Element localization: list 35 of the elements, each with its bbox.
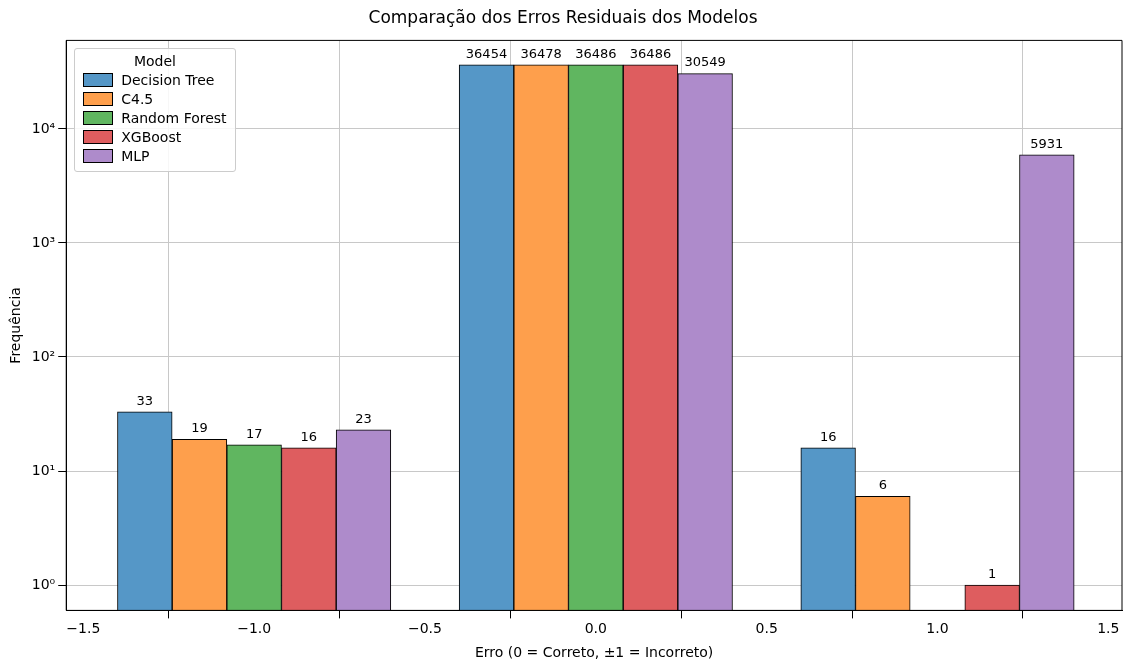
data-label: 36486 [629,45,672,61]
y-axis-title: Frequência [7,287,24,364]
y-tick-label: 10¹ [31,461,56,478]
data-label: 17 [245,425,263,441]
x-tick-label: −1.0 [237,620,272,637]
data-label: 30549 [684,54,726,70]
x-tick-label: −1.5 [66,620,101,637]
legend-label: XGBoost [121,129,182,146]
data-label: 6 [878,477,887,493]
x-tick-label: 1.0 [926,620,949,637]
data-label: 16 [819,428,837,444]
x-tick-label: 1.5 [1097,620,1120,637]
x-axis-title: Erro (0 = Correto, ±1 = Incorreto) [474,644,714,661]
data-label: 23 [355,410,372,426]
legend-title: Model [132,53,177,70]
x-tick-label: 0.0 [584,620,607,637]
data-label: 33 [136,392,154,408]
data-label: 36486 [575,45,617,61]
data-label: 19 [191,420,208,436]
legend-label: MLP [121,148,150,165]
data-label: 1 [988,565,997,581]
y-tick-label: 10² [31,347,56,364]
legend-label: Decision Tree [121,72,215,89]
data-label: 16 [300,428,318,444]
x-tick-label: −0.5 [407,620,442,637]
data-label: 5931 [1030,135,1064,151]
x-tick-label: 0.5 [755,620,778,637]
legend-label: Random Forest [121,110,227,127]
data-label: 36478 [520,45,562,61]
y-tick-label: 10³ [31,233,56,250]
y-tick-label: 10⁰ [31,575,56,592]
chart-title: Comparação dos Erros Residuais dos Modelos [368,6,758,27]
y-tick-label: 10⁴ [31,119,56,136]
data-label: 36454 [465,45,508,61]
legend-label: C4.5 [121,91,154,108]
